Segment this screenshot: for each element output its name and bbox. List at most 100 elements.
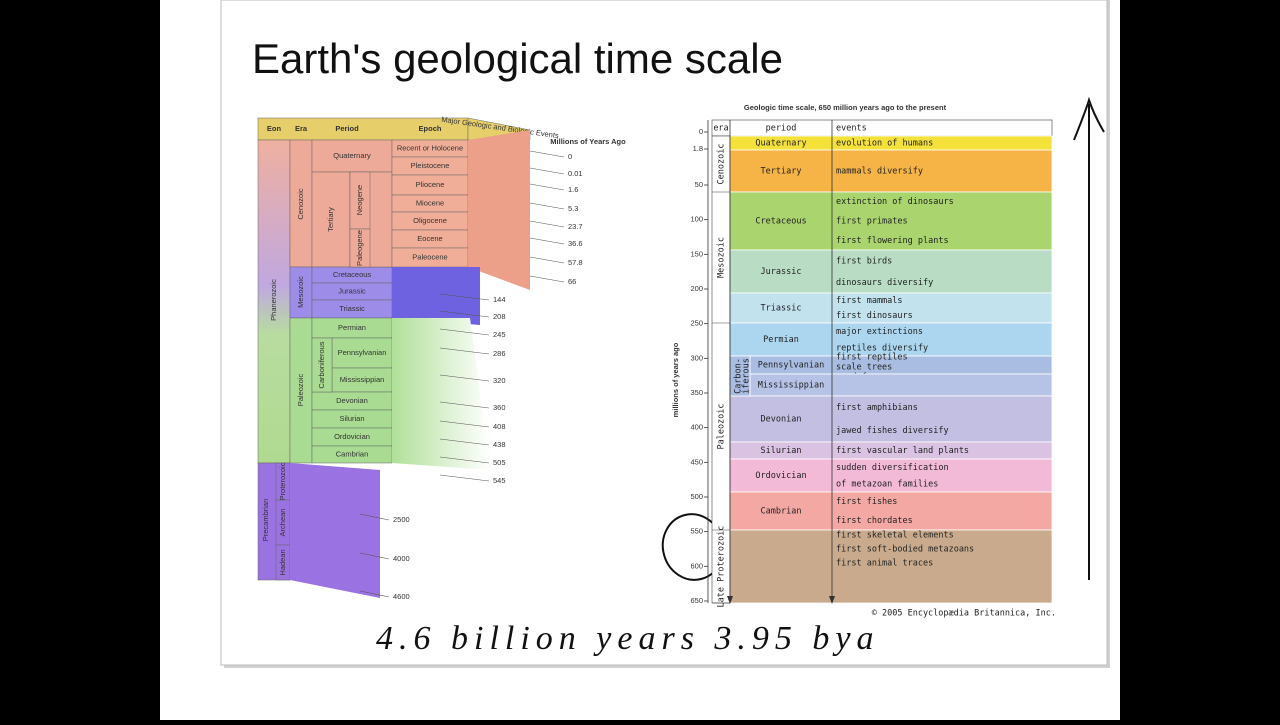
label: iferous bbox=[742, 358, 752, 394]
label: first skeletal elements bbox=[836, 531, 954, 541]
label: 300 bbox=[690, 353, 703, 362]
label: © 2005 Encyclopædia Britannica, Inc. bbox=[872, 609, 1056, 619]
label: 57.8 bbox=[568, 258, 583, 267]
event-block bbox=[392, 318, 490, 470]
label: Cenozoic bbox=[717, 144, 727, 185]
label: Triassic bbox=[761, 304, 802, 314]
label: Hadean bbox=[278, 549, 287, 575]
age-leader bbox=[529, 167, 565, 175]
label: first reptiles bbox=[836, 353, 908, 363]
label: 500 bbox=[690, 492, 703, 501]
age-leader bbox=[439, 456, 490, 464]
label: 600 bbox=[690, 561, 703, 570]
label: Archean bbox=[278, 509, 287, 537]
label: 320 bbox=[493, 376, 506, 385]
label: 23.7 bbox=[568, 222, 583, 231]
label: 350 bbox=[690, 388, 703, 397]
label: 250 bbox=[690, 319, 703, 328]
label: Geologic time scale, 650 million years a… bbox=[744, 103, 947, 112]
arrowhead bbox=[727, 596, 733, 604]
arrow-mark bbox=[1073, 96, 1105, 580]
age-leader bbox=[439, 328, 490, 336]
label: Permian bbox=[338, 323, 366, 332]
age-leader bbox=[529, 183, 565, 191]
label: Paleozoic bbox=[296, 373, 305, 406]
label: Neogene bbox=[355, 185, 364, 215]
label: Cenozoic bbox=[296, 188, 305, 220]
label: 5.3 bbox=[568, 204, 578, 213]
label: Phanerozoic bbox=[269, 279, 278, 321]
label: Recent or Holocene bbox=[397, 143, 463, 152]
period-cell bbox=[331, 337, 393, 369]
label: Quaternary bbox=[333, 151, 371, 160]
label: Mesozoic bbox=[296, 276, 305, 308]
label: Period bbox=[335, 124, 359, 133]
label: 545 bbox=[493, 476, 506, 485]
handwritten-marks bbox=[661, 96, 1105, 581]
label: first vascular land plants bbox=[836, 446, 969, 456]
age-leader bbox=[439, 347, 490, 355]
header-row bbox=[711, 119, 1053, 137]
label: Carboniferous bbox=[317, 341, 326, 388]
label: first chordates bbox=[836, 516, 913, 526]
proterozoic-band bbox=[729, 529, 1053, 604]
label: 100 bbox=[690, 215, 703, 224]
age-leader bbox=[529, 237, 565, 245]
handwriting: 4.6 billion years 3.95 bya bbox=[376, 620, 880, 657]
label: 144 bbox=[493, 295, 506, 304]
label: 2500 bbox=[393, 515, 410, 524]
label: 4600 bbox=[393, 592, 410, 601]
label: period bbox=[766, 124, 797, 134]
age-leader bbox=[359, 590, 390, 598]
label: of metazoan families bbox=[836, 479, 938, 489]
label: 50 bbox=[695, 180, 703, 189]
label: Carbon- bbox=[734, 358, 744, 394]
label: 650 bbox=[690, 596, 703, 605]
label: dinosaurs diversify bbox=[836, 278, 933, 288]
age-leader bbox=[529, 150, 565, 158]
period-band bbox=[729, 149, 1053, 193]
label: 36.6 bbox=[568, 239, 583, 248]
label: Epoch bbox=[419, 124, 442, 133]
label: 360 bbox=[493, 403, 506, 412]
age-leader bbox=[529, 202, 565, 210]
label: Tertiary bbox=[326, 207, 335, 232]
label: 550 bbox=[690, 527, 703, 536]
label: Devonian bbox=[336, 396, 368, 405]
label: Silurian bbox=[339, 414, 364, 423]
label: 0.01 bbox=[568, 169, 583, 178]
label: Silurian bbox=[761, 446, 802, 456]
label: era bbox=[713, 124, 728, 134]
label: millions of years ago bbox=[671, 342, 680, 417]
label: Pleistocene bbox=[411, 161, 450, 170]
event-block bbox=[392, 267, 480, 325]
label: Paleogene bbox=[355, 230, 364, 266]
label: Jurassic bbox=[338, 286, 366, 295]
period-band bbox=[729, 292, 1053, 324]
event-block bbox=[290, 463, 380, 598]
age-leader bbox=[439, 293, 490, 301]
label: 0 bbox=[699, 127, 703, 136]
label: Pennsylvanian bbox=[758, 361, 825, 371]
label: Paleocene bbox=[412, 252, 447, 261]
label: 1.8 bbox=[693, 144, 703, 153]
age-leader bbox=[439, 401, 490, 409]
label: 286 bbox=[493, 349, 506, 358]
label: Eon bbox=[267, 124, 282, 133]
age-leader bbox=[359, 552, 390, 560]
label: Tertiary bbox=[761, 167, 802, 177]
label: Cambrian bbox=[336, 449, 369, 458]
label: 408 bbox=[493, 422, 506, 431]
label: first dinosaurs bbox=[836, 311, 913, 321]
label: 1.6 bbox=[568, 185, 578, 194]
label: Permian bbox=[763, 335, 799, 345]
label: Eocene bbox=[417, 234, 442, 243]
label: Triassic bbox=[339, 304, 365, 313]
label: first flowering plants bbox=[836, 236, 949, 246]
eon-cell bbox=[257, 139, 291, 464]
label: Mississippian bbox=[758, 381, 825, 391]
label: 400 bbox=[690, 423, 703, 432]
label: Cretaceous bbox=[333, 270, 372, 279]
label: extinction of dinosaurs bbox=[836, 197, 954, 207]
